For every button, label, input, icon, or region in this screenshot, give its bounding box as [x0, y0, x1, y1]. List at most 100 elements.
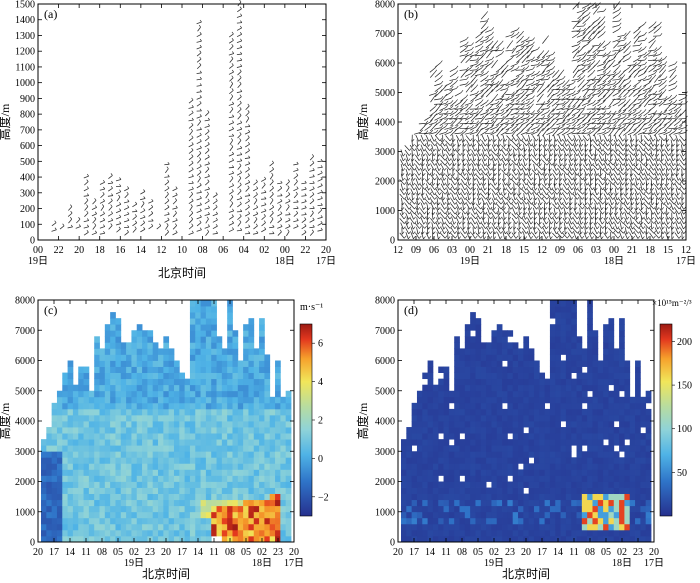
wind-barb [491, 42, 497, 49]
heatmap-cell [51, 463, 58, 470]
wind-barb [453, 158, 457, 162]
wind-barb [677, 168, 681, 171]
wind-barb [563, 110, 566, 114]
wind-barb [597, 23, 604, 29]
wind-barb [462, 221, 466, 225]
wind-barb [236, 172, 242, 176]
wind-barb [506, 128, 510, 132]
wind-barb [567, 227, 573, 234]
wind-barb [142, 201, 145, 204]
wind-barb [440, 84, 443, 88]
wind-barb [501, 95, 505, 99]
wind-barb [463, 139, 466, 142]
wind-barb [520, 230, 524, 234]
heatmap-cell [67, 511, 74, 519]
wind-barb [623, 47, 629, 54]
wind-barb [400, 154, 404, 162]
wind-barb [102, 211, 105, 214]
wind-barb [459, 182, 462, 186]
wind-barb [466, 125, 469, 129]
wind-barb [505, 118, 513, 120]
wind-barb [414, 206, 417, 210]
wind-barb [480, 87, 487, 92]
wind-barb [239, 0, 242, 3]
wind-barb [460, 57, 466, 64]
wind-barb [123, 213, 130, 216]
wind-barb [631, 173, 634, 176]
wind-barb [582, 75, 586, 78]
wind-barb [429, 67, 436, 73]
wind-barb [469, 59, 477, 62]
wind-barb [456, 232, 460, 240]
wind-barb [470, 186, 473, 190]
wind-barb [616, 163, 619, 167]
wind-barb [644, 32, 647, 35]
wind-barb [517, 105, 520, 109]
wind-barb [567, 140, 573, 147]
wind-barb [140, 198, 146, 201]
wind-barb [636, 139, 639, 142]
wind-barb [563, 139, 567, 147]
wind-barb [547, 70, 551, 74]
wind-barb [191, 105, 194, 108]
wind-barb [664, 159, 669, 166]
wind-barb [592, 69, 596, 73]
wind-barb [490, 216, 493, 220]
wind-barb [497, 212, 501, 220]
wind-barb [613, 81, 617, 84]
wind-barb [603, 188, 608, 195]
wind-barb [466, 139, 471, 147]
wind-barb [657, 138, 661, 142]
wind-barb [592, 187, 595, 191]
wind-barb [528, 227, 531, 235]
heatmap-cell [62, 481, 68, 488]
wind-barb [400, 222, 404, 230]
wind-barb [452, 139, 454, 147]
wind-barb [505, 102, 513, 106]
wind-barb [469, 216, 472, 220]
wind-barb [151, 198, 154, 202]
wind-barb [521, 147, 524, 151]
wind-barb [417, 153, 421, 157]
wind-barb [586, 182, 590, 186]
wind-barb [301, 231, 307, 236]
wind-barb [622, 162, 626, 166]
wind-barb [501, 198, 506, 205]
wind-barb [654, 57, 658, 61]
wind-barb [621, 226, 624, 230]
wind-barb [402, 212, 405, 215]
wind-barb [476, 222, 481, 230]
wind-barb [626, 182, 629, 186]
wind-barb [488, 187, 491, 191]
wind-barb [475, 125, 481, 132]
wind-barb [643, 53, 650, 58]
wind-barb [485, 172, 488, 176]
wind-barb [659, 21, 662, 25]
wind-barb [588, 37, 591, 41]
wind-barb [577, 20, 580, 24]
wind-barb [673, 69, 677, 73]
wind-barb [512, 130, 515, 134]
wind-barb [525, 58, 533, 62]
wind-barb [423, 158, 426, 162]
wind-barb [295, 210, 299, 214]
wind-barb [293, 163, 299, 166]
wind-barb [556, 82, 564, 87]
wind-barb [236, 15, 242, 18]
wind-barb [573, 163, 577, 171]
wind-barb [664, 164, 669, 171]
wind-barb [188, 112, 194, 116]
wind-barb [429, 201, 433, 205]
wind-barb [320, 203, 323, 206]
wind-barb [623, 130, 629, 136]
wind-barb [469, 122, 477, 125]
wind-barb [448, 173, 451, 176]
wind-barb [471, 149, 476, 157]
wind-barb [547, 110, 553, 117]
wind-barb [516, 61, 520, 65]
wind-barb [611, 221, 615, 225]
wind-barb [635, 193, 638, 201]
wind-barb [608, 173, 613, 181]
wind-barb [621, 216, 624, 220]
wind-barb [561, 148, 564, 152]
